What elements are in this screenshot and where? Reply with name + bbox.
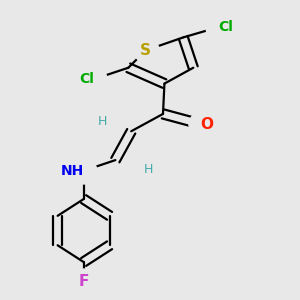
Text: O: O <box>200 116 214 131</box>
Text: H: H <box>97 115 107 128</box>
Text: Cl: Cl <box>79 72 94 86</box>
Text: Cl: Cl <box>218 20 233 34</box>
Text: NH: NH <box>60 164 84 178</box>
Text: S: S <box>140 43 151 58</box>
Text: F: F <box>78 274 89 289</box>
Text: H: H <box>144 163 154 176</box>
